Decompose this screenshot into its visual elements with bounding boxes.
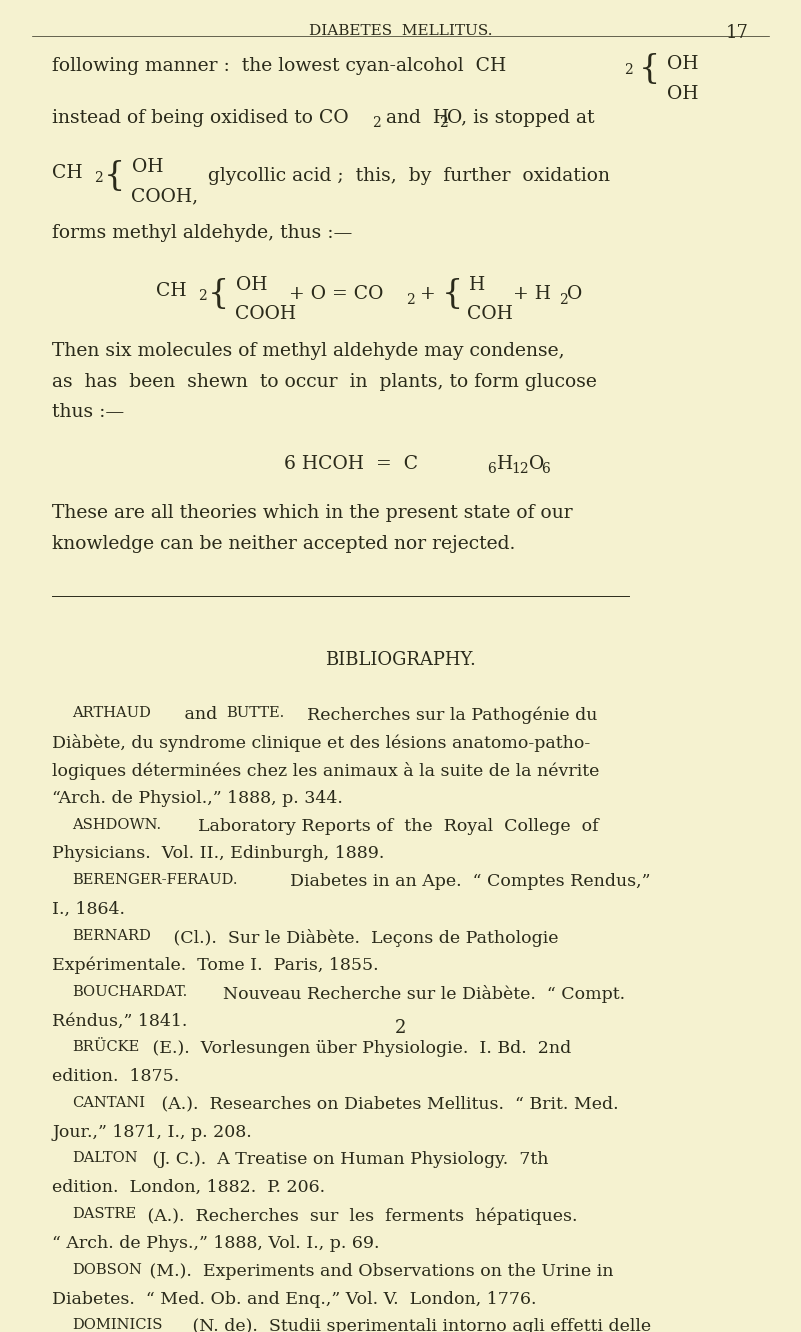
Text: BOUCHARDAT.: BOUCHARDAT. xyxy=(72,984,187,999)
Text: (E.).  Vorlesungen über Physiologie.  I. Bd.  2nd: (E.). Vorlesungen über Physiologie. I. B… xyxy=(147,1040,571,1058)
Text: “Arch. de Physiol.,” 1888, p. 344.: “Arch. de Physiol.,” 1888, p. 344. xyxy=(52,790,343,807)
Text: 6: 6 xyxy=(487,462,496,477)
Text: COOH,: COOH, xyxy=(131,186,198,205)
Text: (N. de).  Studii sperimentali intorno agli effetti delle: (N. de). Studii sperimentali intorno agl… xyxy=(187,1319,650,1332)
Text: DASTRE: DASTRE xyxy=(72,1207,136,1221)
Text: 6: 6 xyxy=(541,462,550,477)
Text: DOBSON: DOBSON xyxy=(72,1263,142,1276)
Text: edition.  London, 1882.  P. 206.: edition. London, 1882. P. 206. xyxy=(52,1179,325,1196)
Text: Réndus,” 1841.: Réndus,” 1841. xyxy=(52,1012,187,1030)
Text: (M.).  Experiments and Observations on the Urine in: (M.). Experiments and Observations on th… xyxy=(144,1263,614,1280)
Text: BERENGER-FERAUD.: BERENGER-FERAUD. xyxy=(72,874,238,887)
Text: Diàbète, du syndrome clinique et des lésions anatomo-patho-: Diàbète, du syndrome clinique et des lés… xyxy=(52,734,590,753)
Text: thus :—: thus :— xyxy=(52,404,124,421)
Text: These are all theories which in the present state of our: These are all theories which in the pres… xyxy=(52,505,573,522)
Text: {: { xyxy=(638,53,660,85)
Text: 2: 2 xyxy=(198,289,207,304)
Text: OH: OH xyxy=(132,159,163,176)
Text: O, is stopped at: O, is stopped at xyxy=(447,109,594,127)
Text: (Cl.).  Sur le Diàbète.  Leçons de Pathologie: (Cl.). Sur le Diàbète. Leçons de Patholo… xyxy=(168,928,559,947)
Text: BRÜCKE: BRÜCKE xyxy=(72,1040,139,1054)
Text: OH: OH xyxy=(667,85,698,103)
Text: 17: 17 xyxy=(726,24,749,41)
Text: DOMINICIS: DOMINICIS xyxy=(72,1319,163,1332)
Text: Diabetes.  “ Med. Ob. and Enq.,” Vol. V.  London, 1776.: Diabetes. “ Med. Ob. and Enq.,” Vol. V. … xyxy=(52,1291,537,1308)
Text: (A.).  Researches on Diabetes Mellitus.  “ Brit. Med.: (A.). Researches on Diabetes Mellitus. “… xyxy=(156,1096,619,1112)
Text: COH: COH xyxy=(467,305,513,322)
Text: (A.).  Recherches  sur  les  ferments  hépatiques.: (A.). Recherches sur les ferments hépati… xyxy=(142,1207,578,1224)
Text: 2: 2 xyxy=(624,64,633,77)
Text: following manner :  the lowest cyan-alcohol  CH: following manner : the lowest cyan-alcoh… xyxy=(52,57,506,75)
Text: OH: OH xyxy=(667,55,698,73)
Text: +: + xyxy=(414,285,442,304)
Text: Recherches sur la Pathogénie du: Recherches sur la Pathogénie du xyxy=(296,706,598,723)
Text: 2: 2 xyxy=(395,1019,406,1038)
Text: 2: 2 xyxy=(559,293,568,306)
Text: O: O xyxy=(567,285,582,304)
Text: Laboratory Reports of  the  Royal  College  of: Laboratory Reports of the Royal College … xyxy=(187,818,598,835)
Text: 12: 12 xyxy=(511,462,529,477)
Text: glycollic acid ;  this,  by  further  oxidation: glycollic acid ; this, by further oxidat… xyxy=(202,168,610,185)
Text: logiques déterminées chez les animaux à la suite de la névrite: logiques déterminées chez les animaux à … xyxy=(52,762,599,781)
Text: Diabetes in an Ape.  “ Comptes Rendus,”: Diabetes in an Ape. “ Comptes Rendus,” xyxy=(279,874,650,890)
Text: Expérimentale.  Tome I.  Paris, 1855.: Expérimentale. Tome I. Paris, 1855. xyxy=(52,956,379,974)
Text: Physicians.  Vol. II., Edinburgh, 1889.: Physicians. Vol. II., Edinburgh, 1889. xyxy=(52,846,384,862)
Text: BUTTE.: BUTTE. xyxy=(227,706,285,721)
Text: instead of being oxidised to CO: instead of being oxidised to CO xyxy=(52,109,348,127)
Text: COOH: COOH xyxy=(235,305,296,322)
Text: forms methyl aldehyde, thus :—: forms methyl aldehyde, thus :— xyxy=(52,224,352,242)
Text: OH: OH xyxy=(236,276,268,294)
Text: as  has  been  shewn  to occur  in  plants, to form glucose: as has been shewn to occur in plants, to… xyxy=(52,373,597,390)
Text: knowledge can be neither accepted nor rejected.: knowledge can be neither accepted nor re… xyxy=(52,535,515,553)
Text: H: H xyxy=(497,456,513,473)
Text: 2: 2 xyxy=(94,172,103,185)
Text: 2: 2 xyxy=(406,293,415,306)
Text: 2: 2 xyxy=(372,116,380,131)
Text: Jour.,” 1871, I., p. 208.: Jour.,” 1871, I., p. 208. xyxy=(52,1124,252,1140)
Text: (J. C.).  A Treatise on Human Physiology.  7th: (J. C.). A Treatise on Human Physiology.… xyxy=(147,1151,548,1168)
Text: 6 HCOH  =  C: 6 HCOH = C xyxy=(284,456,418,473)
Text: 2: 2 xyxy=(439,116,448,131)
Text: CH: CH xyxy=(156,282,187,300)
Text: O: O xyxy=(529,456,544,473)
Text: and  H: and H xyxy=(380,109,449,127)
Text: + H: + H xyxy=(507,285,551,304)
Text: Nouveau Recherche sur le Diàbète.  “ Compt.: Nouveau Recherche sur le Diàbète. “ Comp… xyxy=(212,984,626,1003)
Text: BERNARD: BERNARD xyxy=(72,928,151,943)
Text: H: H xyxy=(469,276,485,294)
Text: {: { xyxy=(104,160,126,192)
Text: BIBLIOGRAPHY.: BIBLIOGRAPHY. xyxy=(325,651,476,669)
Text: and: and xyxy=(179,706,223,723)
Text: Then six molecules of methyl aldehyde may condense,: Then six molecules of methyl aldehyde ma… xyxy=(52,342,565,360)
Text: {: { xyxy=(442,278,464,310)
Text: + O = CO: + O = CO xyxy=(283,285,383,304)
Text: “ Arch. de Phys.,” 1888, Vol. I., p. 69.: “ Arch. de Phys.,” 1888, Vol. I., p. 69. xyxy=(52,1235,380,1252)
Text: ASHDOWN.: ASHDOWN. xyxy=(72,818,161,831)
Text: DALTON: DALTON xyxy=(72,1151,138,1166)
Text: CH: CH xyxy=(52,164,83,182)
Text: CANTANI: CANTANI xyxy=(72,1096,145,1110)
Text: I., 1864.: I., 1864. xyxy=(52,900,125,918)
Text: ARTHAUD: ARTHAUD xyxy=(72,706,151,721)
Text: DIABETES  MELLITUS.: DIABETES MELLITUS. xyxy=(308,24,493,37)
Text: {: { xyxy=(208,278,230,310)
Text: edition.  1875.: edition. 1875. xyxy=(52,1068,179,1086)
